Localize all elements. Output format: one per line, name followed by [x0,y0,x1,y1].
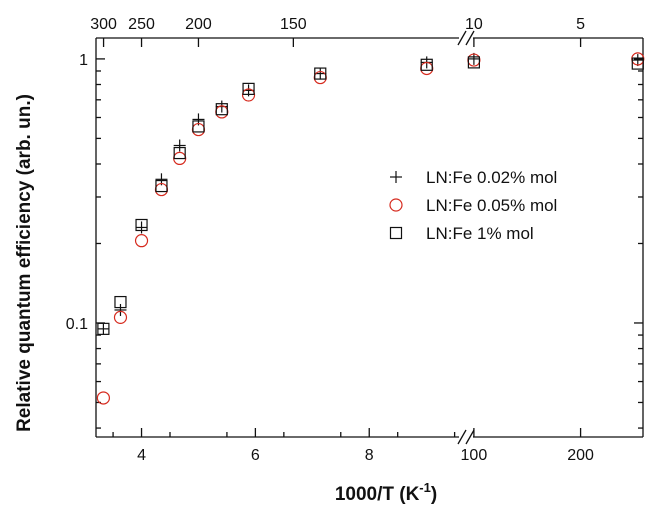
top-tick-label: 150 [280,16,307,33]
data-point-plus [135,221,148,234]
data-point-square [173,146,186,160]
legend-label: LN:Fe 0.05% mol [426,196,557,215]
data-point-circle [96,391,111,405]
x-axis-title: 1000/T (K-1) [335,480,437,505]
y-axis-title: Relative quantum efficiency (arb. un.) [14,94,35,432]
legend-item: LN:Fe 0.02% mol [390,168,557,187]
top-tick-label: 250 [128,16,155,33]
legend-label: LN:Fe 1% mol [426,224,534,243]
x-tick-label: 6 [251,447,260,464]
data-point-square [97,322,110,335]
legend-marker-plus [390,171,402,183]
x-axis-title-main: 1000/T (K [335,484,420,505]
legend-label: LN:Fe 0.02% mol [426,168,557,187]
data-point-plus [114,303,127,316]
y-tick-label: 0.1 [66,316,88,333]
data-point-circle [134,234,149,248]
x-tick-label: 4 [137,447,146,464]
legend: LN:Fe 0.02% mol LN:Fe 0.05% mol LN:Fe 1% m… [389,168,557,243]
top-axis-break-mark-1 [457,30,467,46]
x-tick-label: 8 [365,447,374,464]
series-plus [97,52,644,335]
top-tick-label: 10 [465,16,483,33]
legend-item: LN:Fe 0.05% mol [389,196,557,215]
series-square [97,56,644,335]
y-tick-label: 1 [79,52,88,69]
data-point-square [215,103,228,116]
top-axis-break-mark-2 [465,30,475,46]
plot-frame [95,30,644,445]
top-tick-label: 300 [90,16,117,33]
data-point-circle [241,88,256,102]
data-point-square [135,218,148,232]
legend-marker-circle [389,198,403,212]
top-tick-label: 200 [185,16,212,33]
bottom-axis-break-mark-2 [465,429,475,445]
top-tick-label: 5 [576,16,585,33]
data-point-plus [467,52,480,65]
data-point-square [114,295,127,309]
data-point-plus [215,100,228,113]
x-axis-title-close: ) [431,484,437,505]
series-circle [96,52,645,405]
tick-labels: 0.1 1 4 6 8 100 200 300 250 200 150 10 5 [66,16,594,464]
legend-item: LN:Fe 1% mol [389,224,534,243]
axis-ticks [96,38,643,437]
bottom-axis-break-mark-1 [457,429,467,445]
data-point-square [314,67,327,80]
x-tick-label: 100 [461,447,488,464]
data-point-plus [631,54,644,67]
data-point-square [192,120,205,133]
data-point-plus [173,139,186,152]
data-point-plus [97,322,110,335]
data-point-square [155,179,168,193]
data-markers [96,52,645,405]
data-point-square [420,58,433,71]
legend-marker-square [389,226,403,240]
data-point-circle [154,182,169,197]
data-point-square [242,82,255,95]
data-point-square [467,56,480,69]
x-axis-title-exponent: -1 [419,480,431,495]
x-tick-label: 200 [567,447,594,464]
data-point-square [631,57,644,70]
data-point-circle [113,310,128,324]
